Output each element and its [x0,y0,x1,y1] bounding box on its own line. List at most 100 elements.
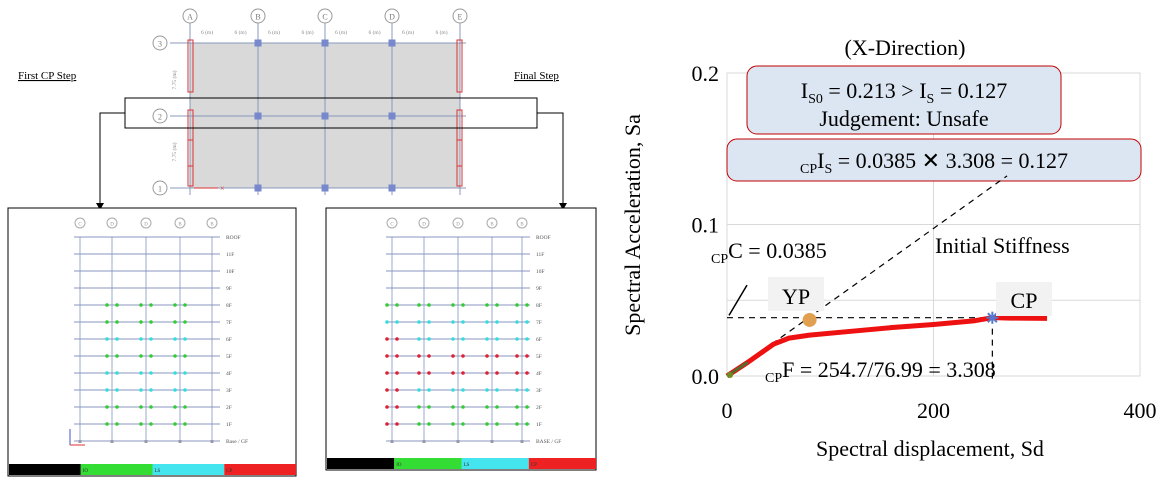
base-support [144,440,148,443]
legend-segment [152,464,225,475]
plan-shear-wall [187,139,194,187]
plastic-hinge [461,422,465,426]
plastic-hinge [183,354,187,358]
plastic-hinge [115,405,119,409]
story-label: 9F [226,286,232,292]
story-label: 11F [226,252,234,258]
plastic-hinge [461,303,465,307]
plastic-hinge [515,405,519,409]
legend-segment [80,464,153,475]
plastic-hinge [515,422,519,426]
legend-segment [9,464,81,475]
judgement-line1: IS0 = 0.213 > IS = 0.127 [801,78,1007,107]
plastic-hinge [451,303,455,307]
origin-x-icon: × [220,184,225,193]
story-label: 1F [226,422,232,428]
plastic-hinge [461,405,465,409]
elev-bubble [106,217,118,229]
plastic-hinge [485,337,489,341]
arrow-head-right [559,203,567,210]
plastic-hinge [485,422,489,426]
plastic-hinge [525,303,529,307]
grid-bubble-col [250,8,266,24]
plastic-hinge [525,422,529,426]
plastic-hinge [395,388,399,392]
plastic-hinge [485,388,489,392]
plastic-hinge [495,354,499,358]
story-label: 7F [536,320,542,326]
plastic-hinge [495,337,499,341]
side-dimension-label: 7.75 (m) [171,70,178,89]
story-label: 8F [226,303,232,309]
elev-bubble-letter: D [456,223,460,228]
story-label: 3F [536,388,542,394]
chart-title: (X-Direction) [845,35,966,60]
plastic-hinge [385,388,389,392]
cp-label-box [996,282,1052,316]
story-label: 1F [536,422,542,428]
elev-bubble [486,217,498,229]
grid-bubble-row [152,35,168,51]
grid-bubble-col [182,8,198,24]
structural-figures: A B C D E 1 2 3 6 (m) 6 (m) 6 (m) 6 (m) 6 (m) 6 (m) 6 … [7,8,597,477]
plan-column [388,39,396,47]
callout-arrow-right [537,112,564,205]
plastic-hinge [183,371,187,375]
bay-dimension-label: 6 (m) [335,29,347,36]
elev-bubble-letter: D [110,223,114,228]
plastic-hinge [385,354,389,358]
grid-bubble-number: 2 [158,113,162,122]
x-tick-label: 400 [1124,398,1157,423]
plastic-hinge [495,320,499,324]
plastic-hinge [183,337,187,341]
chart-tick-labels: 0 200 400 0.0 0.1 0.2 [692,61,1157,423]
is-formula-text: CPIS = 0.0385 ✕ 3.308 = 0.127 [800,148,1068,177]
plastic-hinge [173,354,177,358]
base-support [110,440,114,443]
grid-bubble-col [384,8,400,24]
grid-bubble-letter: C [322,13,327,22]
plastic-hinge [149,354,153,358]
story-label: 5F [226,354,232,360]
plastic-hinge [173,303,177,307]
base-support [422,440,426,443]
plastic-hinge [139,388,143,392]
plastic-hinge [115,354,119,358]
plastic-hinge [461,320,465,324]
bay-dimension-label: 6 (m) [301,29,313,36]
y-tick-label: 0.0 [692,364,720,389]
arrow-head-left [96,203,104,210]
elev-bubble-letter: C [78,223,82,228]
side-dimension-label: 7.75 (m) [171,142,178,161]
slope-indicator [728,284,748,316]
story-label: 5F [536,354,542,360]
plastic-hinge [417,354,421,358]
plastic-hinge [525,388,529,392]
plastic-hinge [417,303,421,307]
elev-bubble [206,217,218,229]
plastic-hinge [451,405,455,409]
plastic-hinge [149,388,153,392]
plan-shear-wall [187,39,194,93]
legend-label: CP [531,463,537,468]
elev-bubble-letter: D [422,223,426,228]
plastic-hinge [149,320,153,324]
plastic-hinge [105,337,109,341]
grid-bubble-row [152,108,168,124]
plastic-hinge [183,303,187,307]
bay-dimension-label: 6 (m) [268,29,280,36]
elev-bubble-letter: B [178,223,182,228]
plan-column [254,112,262,120]
plastic-hinge [417,388,421,392]
story-label: 11F [536,252,544,258]
plan-column [254,39,262,47]
plastic-hinge [105,422,109,426]
plastic-hinge [385,320,389,324]
plastic-hinge [385,303,389,307]
legend-segment [224,464,296,475]
y-tick-label: 0.1 [692,213,720,238]
grid-bubble-number: 1 [158,185,162,194]
plan-shear-wall [187,109,194,167]
plastic-hinge [173,337,177,341]
elev-bubble [386,217,398,229]
